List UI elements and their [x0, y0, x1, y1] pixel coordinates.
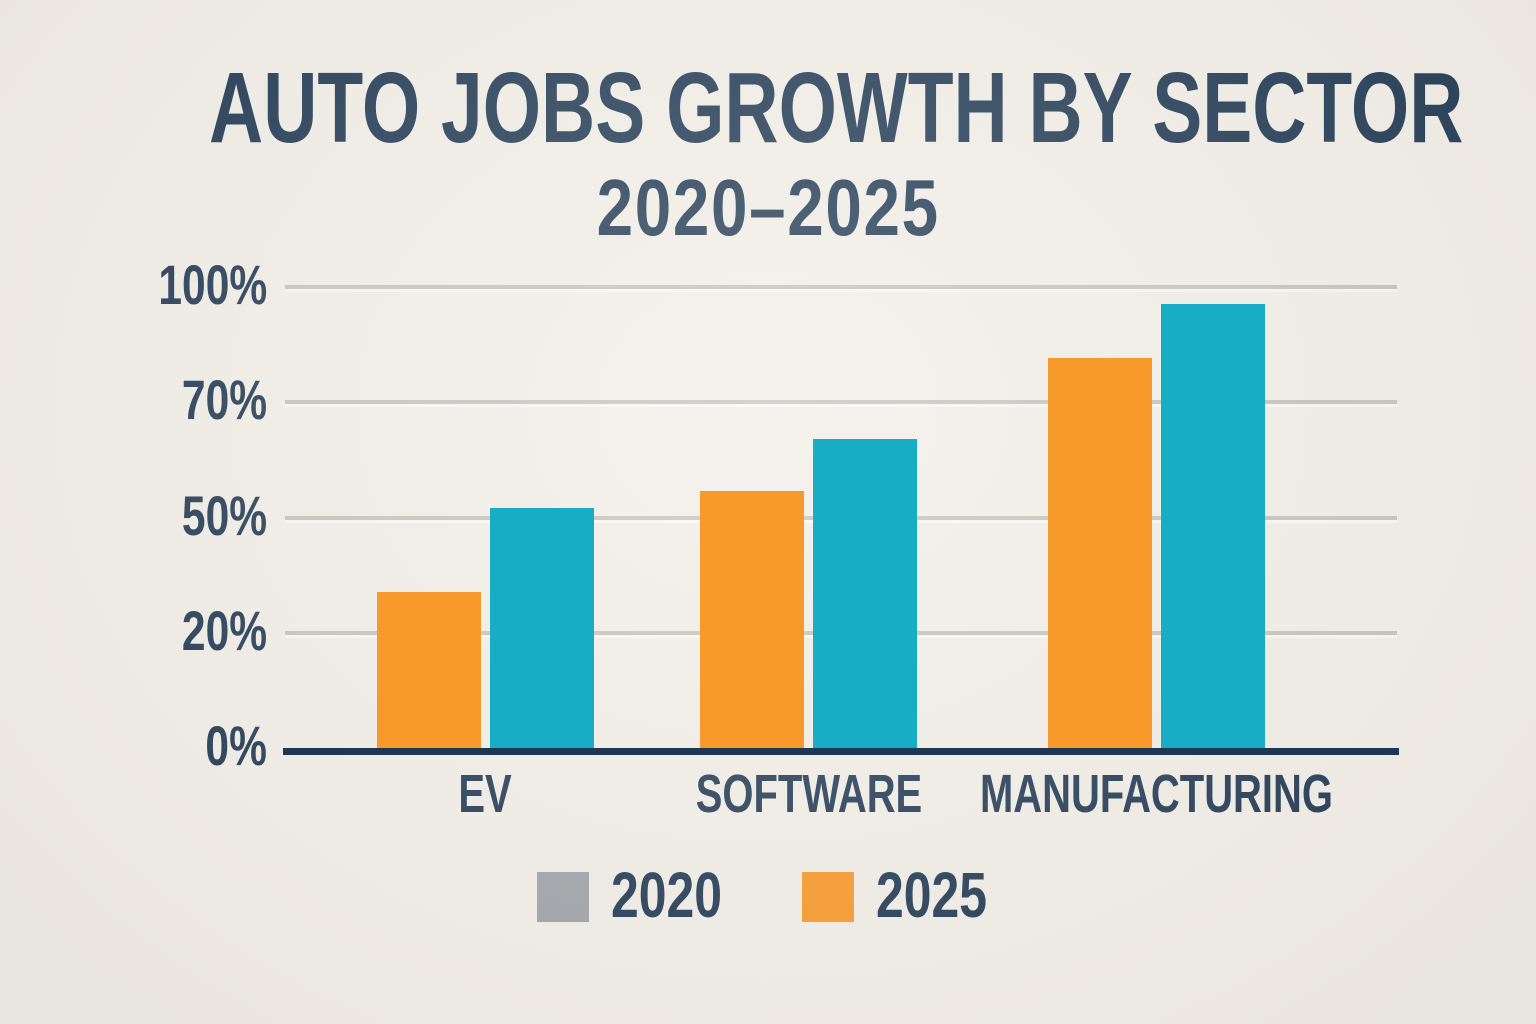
y-tick-label-70: 70%	[0, 372, 267, 428]
y-tick-label-0: 0%	[0, 718, 267, 774]
chart-subtitle: 2020–2025	[596, 163, 940, 252]
y-tick-text: 70%	[181, 368, 267, 432]
gridline-100	[285, 285, 1397, 289]
x-label-text: SOFTWARE	[695, 764, 922, 824]
bar-teal-ev	[490, 508, 594, 750]
y-tick-text: 20%	[181, 598, 267, 662]
y-tick-text: 100%	[158, 253, 267, 316]
bar-orange-manufacturing	[1048, 358, 1152, 750]
y-tick-label-50: 50%	[0, 483, 267, 547]
bar-orange-software	[700, 491, 804, 750]
x-label-software: SOFTWARE	[559, 767, 1059, 821]
x-label-ev: EV	[236, 767, 736, 821]
legend-label-2025: 2025	[876, 863, 1018, 927]
bar-orange-ev	[377, 592, 481, 750]
legend-swatch-2025	[802, 872, 854, 922]
y-tick-label-100: 100%	[0, 257, 267, 313]
y-tick-text: 50%	[181, 483, 267, 547]
chart-subtitle-row: 2020–2025	[0, 168, 1536, 248]
gridline-70	[285, 400, 1397, 405]
y-tick-text: 0%	[205, 714, 267, 777]
chart-title: AUTO JOBS GROWTH BY SECTOR	[209, 52, 1464, 164]
bar-teal-manufacturing	[1161, 304, 1265, 750]
bar-teal-software	[813, 439, 917, 750]
legend-label-text: 2020	[611, 859, 723, 931]
legend-label-2020: 2020	[611, 863, 753, 927]
legend-swatch-2020	[537, 872, 589, 922]
x-label-text: EV	[458, 764, 513, 824]
chart-title-row: AUTO JOBS GROWTH BY SECTOR	[0, 58, 1536, 158]
y-tick-label-20: 20%	[0, 598, 267, 662]
x-label-manufacturing: MANUFACTURING	[907, 767, 1407, 821]
x-axis-line	[283, 748, 1399, 755]
legend-label-text: 2025	[876, 859, 988, 931]
x-label-text: MANUFACTURING	[980, 764, 1333, 824]
